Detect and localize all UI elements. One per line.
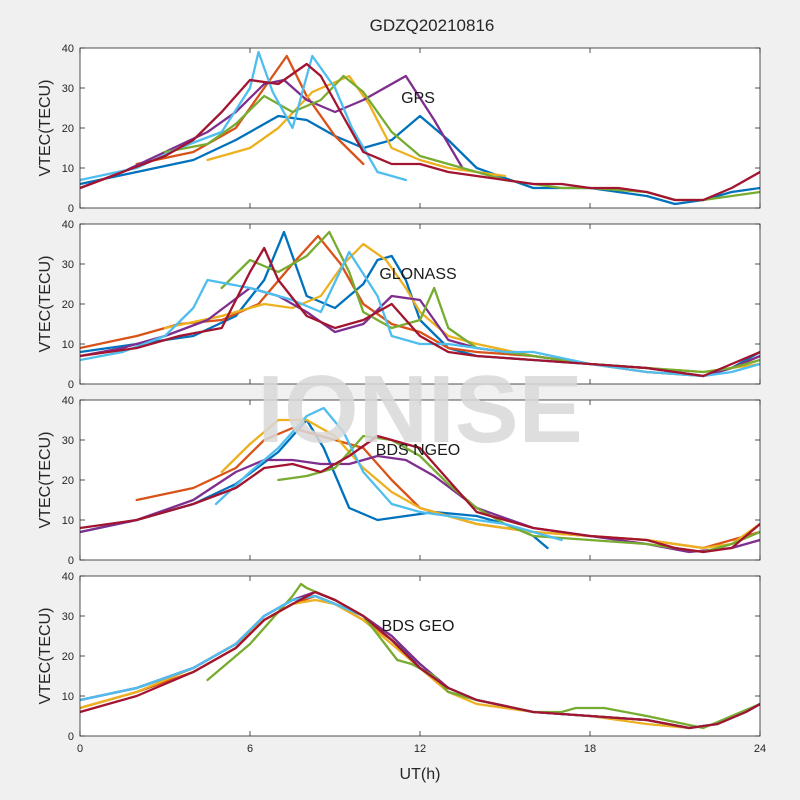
y-tick-label: 30	[62, 611, 74, 623]
y-tick-label: 40	[62, 43, 74, 55]
y-tick-label: 0	[68, 555, 74, 567]
x-axis-label: UT(h)	[400, 766, 441, 783]
plot-area	[80, 48, 760, 208]
watermark: IONISE	[257, 356, 582, 463]
series-group	[80, 582, 760, 730]
x-tick-label: 0	[77, 743, 83, 755]
y-tick-label: 30	[62, 435, 74, 447]
series-group	[80, 50, 760, 206]
y-tick-label: 40	[62, 571, 74, 583]
series-line-2	[220, 418, 760, 550]
y-axis-label: VTEC(TECU)	[37, 80, 54, 177]
x-tick-label: 6	[247, 743, 253, 755]
series-line-0	[80, 114, 760, 206]
series-line-2	[206, 74, 507, 178]
plot-area	[80, 400, 760, 560]
series-line-5	[214, 406, 563, 542]
y-tick-label: 20	[62, 123, 74, 135]
y-axis-label: VTEC(TECU)	[37, 432, 54, 529]
series-line-6	[80, 62, 760, 202]
y-tick-label: 0	[68, 731, 74, 743]
y-tick-label: 10	[62, 515, 74, 527]
series-line-6	[80, 246, 760, 378]
y-tick-label: 20	[62, 299, 74, 311]
panel-1: 0 10 20 30 40 VTEC(TECU) GLONASS	[37, 219, 761, 391]
y-tick-label: 30	[62, 83, 74, 95]
series-line-0	[80, 418, 549, 550]
y-tick-label: 40	[62, 219, 74, 231]
y-tick-label: 10	[62, 163, 74, 175]
series-line-6	[80, 590, 760, 730]
plot-area	[80, 576, 760, 736]
y-tick-label: 30	[62, 259, 74, 271]
y-tick-label: 40	[62, 395, 74, 407]
y-tick-label: 20	[62, 651, 74, 663]
panel-label: BDS NGEO	[376, 442, 460, 459]
y-tick-label: 10	[62, 691, 74, 703]
y-tick-label: 20	[62, 475, 74, 487]
series-group	[80, 230, 760, 378]
y-axis-label: VTEC(TECU)	[37, 608, 54, 705]
series-line-1	[135, 54, 365, 166]
y-tick-label: 0	[68, 379, 74, 391]
x-tick-label: 24	[754, 743, 766, 755]
x-tick-label: 18	[584, 743, 596, 755]
series-line-5	[80, 250, 760, 378]
panels: 0 10 20 30 40 VTEC(TECU) GPS 0 10 20 30 40 VTEC(TECU…	[37, 43, 766, 783]
panel-label: GPS	[401, 90, 435, 107]
series-line-6	[80, 434, 760, 554]
y-tick-label: 0	[68, 203, 74, 215]
figure-title: GDZQ20210816	[370, 16, 495, 35]
panel-2: 0 10 20 30 40 VTEC(TECU) BDS NGEO	[37, 395, 761, 567]
panel-label: GLONASS	[379, 266, 456, 283]
panel-0: 0 10 20 30 40 VTEC(TECU) GPS	[37, 43, 761, 215]
x-tick-label: 12	[414, 743, 426, 755]
panel-3: 0 6 12 18 24 0 10 20 30 40 VTEC(TECU) BDS GEO UT(h)	[37, 571, 766, 783]
plot-area	[80, 224, 760, 384]
y-tick-label: 10	[62, 339, 74, 351]
panel-label: BDS GEO	[382, 618, 455, 635]
y-axis-label: VTEC(TECU)	[37, 256, 54, 353]
series-group	[80, 406, 760, 554]
